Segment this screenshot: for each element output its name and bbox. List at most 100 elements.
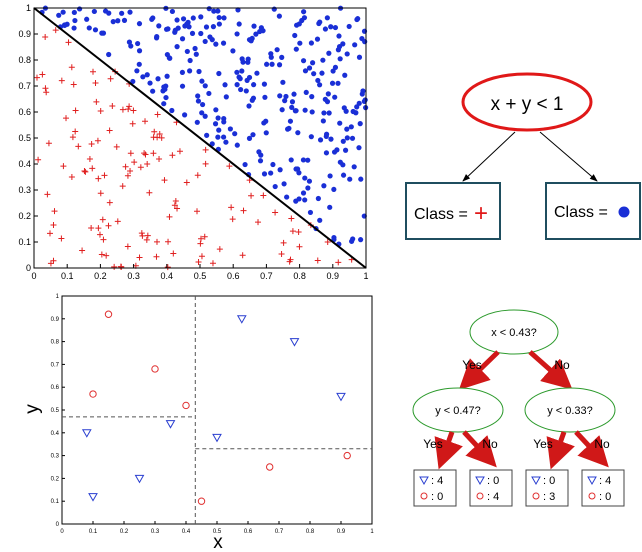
dot-point — [174, 44, 180, 50]
plus-point — [114, 218, 121, 225]
dot-point — [283, 93, 289, 100]
dot-point — [206, 90, 212, 97]
dot-point — [302, 175, 308, 181]
dot-point — [196, 68, 202, 75]
dot-point — [277, 167, 283, 173]
dot-point — [254, 70, 260, 76]
plus-point — [246, 177, 253, 184]
dot-point — [302, 107, 308, 113]
dot-point — [321, 110, 327, 116]
dot-point — [84, 16, 90, 22]
circle-point — [266, 463, 274, 471]
dot-point — [319, 70, 325, 76]
plus-point — [324, 239, 331, 246]
dot-point — [136, 61, 142, 67]
plus-point — [161, 177, 168, 184]
dot-point — [352, 42, 358, 48]
plus-point — [202, 160, 209, 167]
dot-point — [291, 91, 297, 97]
dot-point — [246, 37, 253, 43]
dot-point — [344, 135, 350, 141]
dot-point — [301, 15, 308, 21]
top-y-axis: 0 0.1 0.2 0.3 0.4 0.5 0.6 0.7 0.8 0.9 1 — [18, 3, 38, 273]
x-tick-label: 0 — [60, 529, 64, 535]
dot-point — [237, 76, 243, 82]
circle-point — [343, 451, 351, 460]
root-no-arrow — [528, 350, 573, 390]
dot-point — [234, 31, 240, 37]
plus-point — [146, 189, 153, 196]
plus-point — [46, 230, 53, 237]
y-tick-label: 0 — [26, 263, 31, 273]
plus-point — [58, 235, 65, 242]
triangle-point — [336, 392, 346, 402]
leaf-triangle-count: : 0 — [543, 475, 555, 487]
x-tick-label: 0.6 — [244, 529, 253, 535]
dot-point — [251, 23, 257, 29]
plus-point — [156, 131, 163, 138]
dot-point — [329, 80, 336, 86]
dot-point — [264, 61, 270, 67]
dot-point — [235, 7, 241, 13]
dot-point — [223, 94, 229, 100]
x-tick-label: 0.5 — [194, 271, 207, 281]
plus-point — [141, 150, 148, 157]
dot-point — [335, 80, 341, 86]
dot-point — [161, 101, 167, 107]
dot-point — [216, 14, 222, 21]
dot-point — [320, 118, 326, 124]
dot-point — [163, 26, 170, 32]
triangle-point — [134, 474, 145, 484]
dot-point — [162, 86, 168, 92]
dot-point — [300, 58, 307, 64]
triangle-point — [289, 338, 300, 347]
dot-point — [331, 149, 338, 155]
dot-point — [295, 130, 301, 136]
dot-point — [323, 150, 330, 156]
dot-point — [342, 72, 348, 78]
dot-point — [174, 17, 180, 23]
dot-point — [269, 61, 275, 67]
dot-point — [144, 72, 150, 78]
dot-point — [150, 88, 156, 94]
class-plus-leaf — [405, 182, 501, 240]
plus-point — [216, 246, 223, 253]
dot-point — [232, 131, 238, 137]
dot-point — [175, 25, 181, 31]
plus-point — [137, 164, 144, 171]
right-split-node — [524, 387, 616, 433]
circle-point — [151, 365, 159, 373]
dot-point — [249, 97, 255, 103]
dot-point — [195, 93, 201, 99]
plus-point — [69, 134, 76, 141]
dot-point — [227, 126, 233, 132]
plus-point — [50, 257, 57, 264]
dot-point — [179, 83, 186, 89]
x-tick-label: 0.9 — [327, 271, 340, 281]
dot-point — [198, 14, 204, 20]
right-no-label: No — [594, 437, 610, 451]
dot-point — [359, 35, 365, 42]
dot-point — [221, 134, 227, 140]
dot-point — [331, 186, 337, 193]
dot-point — [356, 145, 362, 151]
dot-point — [272, 183, 278, 190]
dot-point — [316, 20, 322, 27]
plus-point — [255, 219, 262, 226]
y-tick-label: 1 — [56, 294, 60, 300]
plus-point — [201, 233, 208, 240]
dot-point — [202, 113, 208, 119]
plus-point — [95, 225, 102, 232]
y-tick-label: 0.4 — [18, 159, 31, 169]
dot-point — [215, 115, 221, 121]
plus-point — [51, 208, 58, 215]
dot-point — [182, 23, 188, 29]
dot-point — [202, 83, 208, 89]
plus-point — [197, 235, 204, 242]
dot-point — [327, 173, 333, 179]
dot-point — [326, 110, 332, 116]
y-tick-label: 0.9 — [18, 29, 31, 39]
dot-point — [184, 48, 190, 55]
dot-point — [337, 56, 343, 62]
plus-point — [113, 143, 120, 150]
